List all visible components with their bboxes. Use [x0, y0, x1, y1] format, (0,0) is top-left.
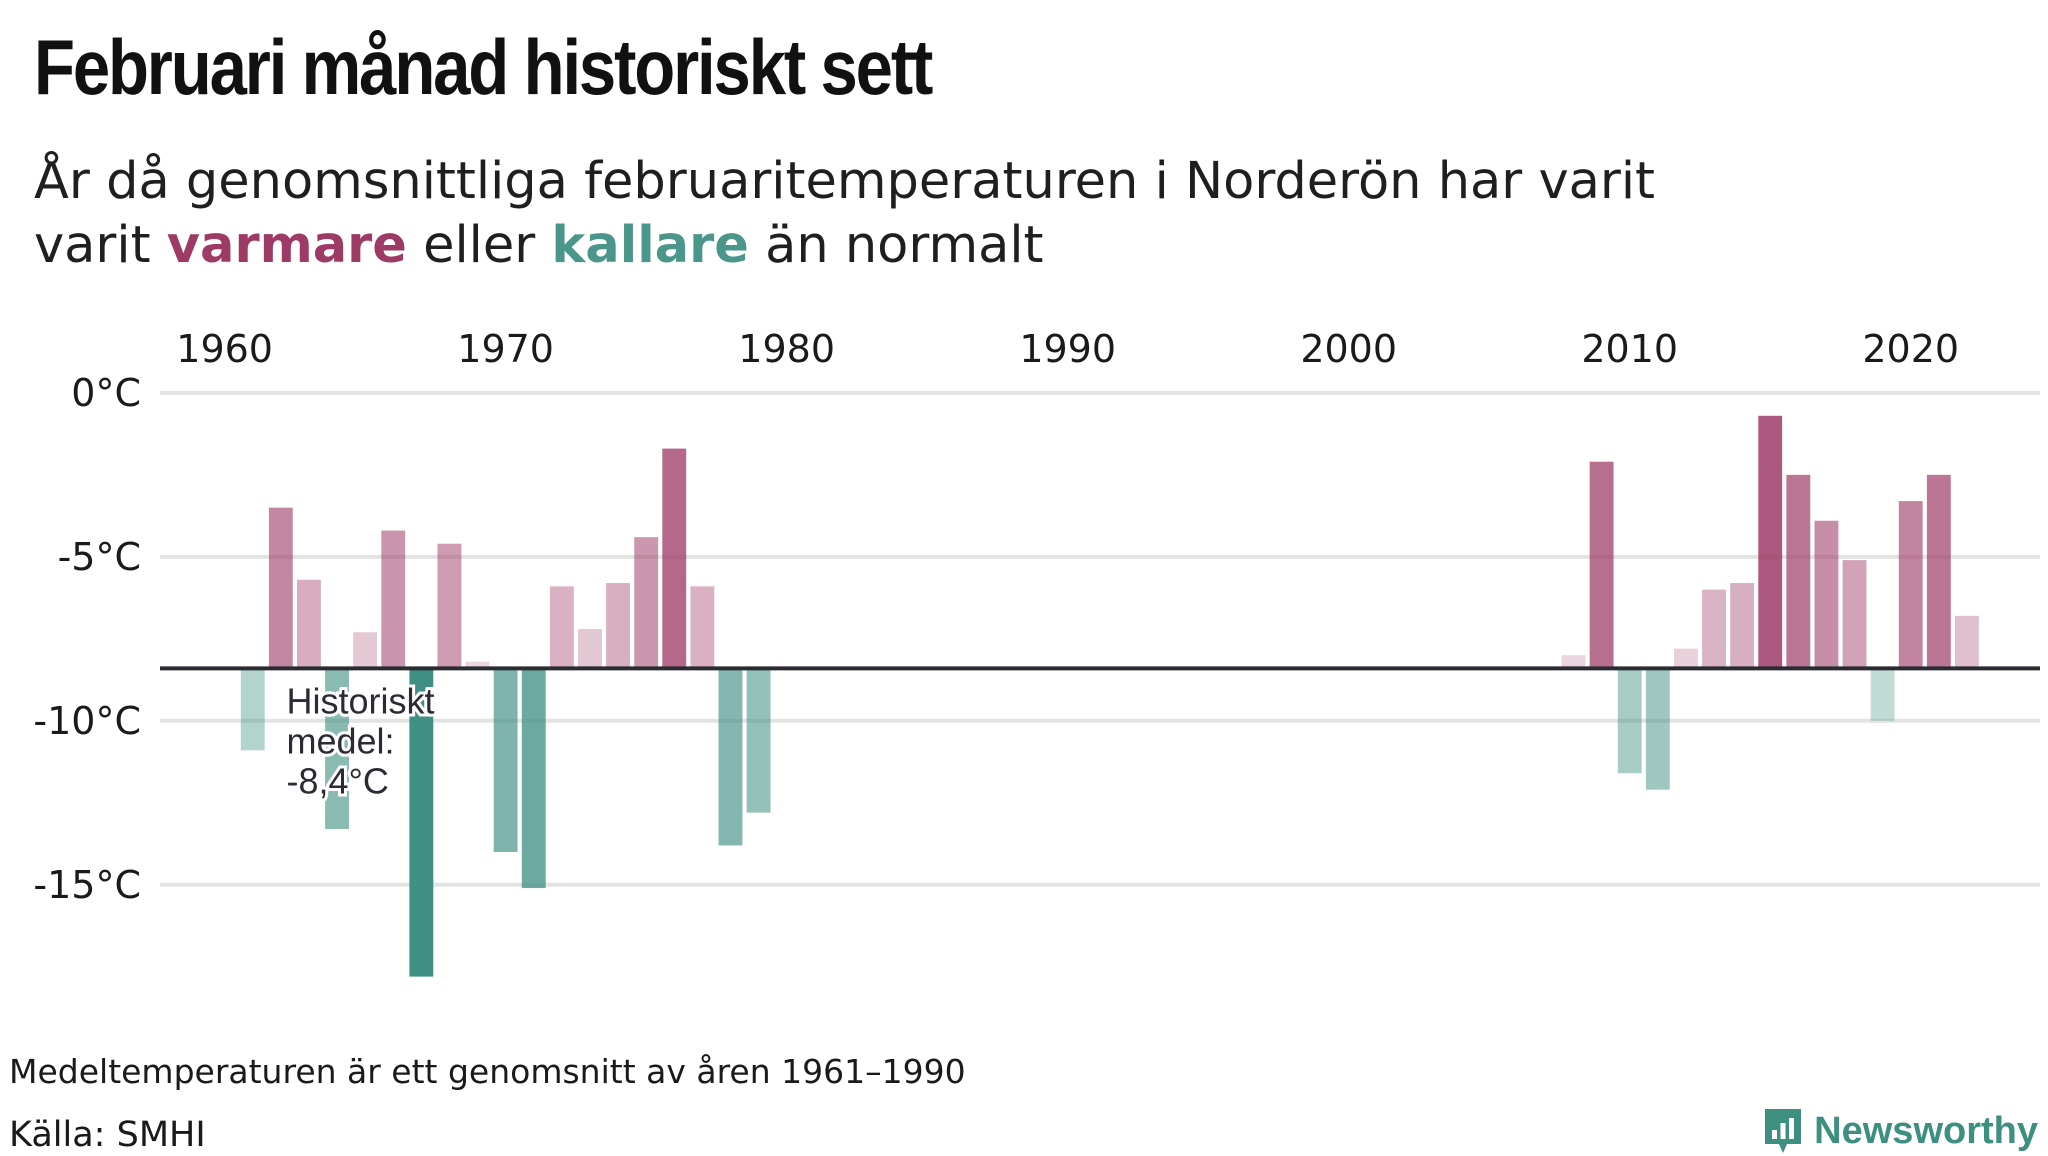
bar: [1617, 668, 1642, 774]
bar: [437, 543, 462, 669]
bar: [1645, 668, 1670, 790]
bar: [1926, 474, 1951, 669]
bar: [296, 579, 321, 669]
y-axis-labels: 0°C -5°C -10°C -15°C: [33, 371, 141, 907]
temperature-bar-chart: 0°C -5°C -10°C -15°C 1960 1970 1980 1990 2000 20…: [33, 327, 2040, 977]
bar: [240, 668, 265, 751]
y-tick-label: 0°C: [71, 371, 141, 415]
annotation-line: -8,4°C: [286, 760, 388, 801]
bar: [1842, 560, 1867, 669]
subtitle-mid-word: eller: [423, 216, 536, 275]
x-tick-label: 2010: [1581, 327, 1678, 371]
bar: [493, 668, 518, 852]
brand-name: Newsworthy: [1814, 1109, 2038, 1152]
subtitle-lead: varit: [34, 216, 167, 275]
bar: [1758, 415, 1783, 669]
bar: [746, 668, 771, 813]
annotation-line: Historiskt: [286, 680, 434, 721]
subtitle-text: År då genomsnittliga februaritemperature…: [34, 152, 1656, 211]
subtitle-end: än normalt: [765, 216, 1044, 275]
footnote: Medeltemperaturen är ett genomsnitt av å…: [9, 1052, 966, 1091]
bar: [1673, 648, 1698, 669]
bar: [1870, 668, 1895, 721]
bar: [690, 586, 715, 669]
subtitle-cold-word: kallare: [551, 216, 749, 275]
x-tick-label: 1970: [457, 327, 554, 371]
bar: [1898, 501, 1923, 669]
bar: [409, 668, 434, 977]
bar: [1954, 615, 1979, 669]
subtitle-warm-word: varmare: [166, 216, 407, 275]
y-tick-label: -10°C: [33, 699, 141, 743]
y-tick-label: -5°C: [58, 535, 141, 579]
bar: [606, 583, 630, 669]
x-tick-label: 1980: [738, 327, 835, 371]
brand-logo: Newsworthy: [1762, 1106, 2038, 1156]
chart-title: Februari månad historiskt sett: [34, 23, 933, 111]
bar: [578, 628, 602, 669]
bar: [1589, 461, 1614, 669]
bar: [1814, 520, 1839, 669]
bar: [465, 661, 490, 669]
x-tick-label: 1990: [1019, 327, 1116, 371]
bar: [718, 668, 743, 846]
bar: [325, 668, 349, 830]
bar: [1561, 655, 1586, 669]
bar: [521, 668, 546, 889]
bar: [549, 586, 574, 669]
bars: [240, 415, 1979, 977]
chart-subtitle: År då genomsnittliga februaritemperature…: [34, 150, 1934, 278]
bar: [634, 537, 659, 669]
bar: [353, 632, 378, 669]
x-tick-label: 1960: [176, 327, 273, 371]
bar: [662, 448, 687, 669]
source-label: Källa: SMHI: [9, 1115, 206, 1155]
grid-lines: [160, 390, 2040, 887]
bar: [268, 507, 293, 669]
bar: [1702, 589, 1726, 669]
bar: [381, 530, 406, 669]
annotation-line: medel:: [286, 720, 394, 761]
x-axis-labels: 1960 1970 1980 1990 2000 2010 2020: [176, 327, 1959, 371]
bar: [1786, 474, 1811, 669]
newsworthy-icon: [1765, 1109, 1802, 1153]
bar: [1730, 583, 1755, 669]
y-tick-label: -15°C: [33, 863, 141, 907]
x-tick-label: 2020: [1862, 327, 1959, 371]
x-tick-label: 2000: [1300, 327, 1397, 371]
